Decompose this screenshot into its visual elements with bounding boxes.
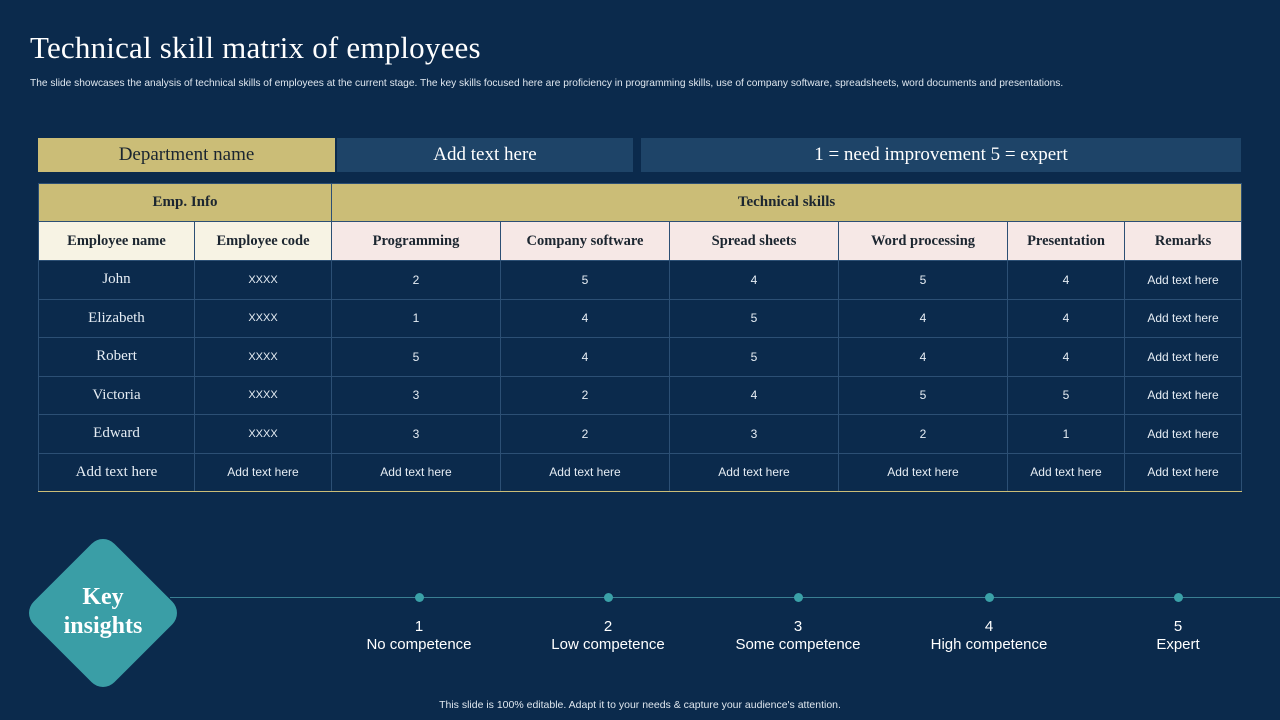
scale-label: High competence: [930, 636, 1048, 653]
page-subtitle: The slide showcases the analysis of tech…: [30, 78, 1064, 89]
remarks-cell[interactable]: Add text here: [1123, 414, 1243, 454]
employee-name-cell[interactable]: Victoria: [38, 375, 195, 415]
scale-label: Some competence: [735, 636, 861, 653]
company-software-cell[interactable]: 4: [500, 298, 670, 338]
programming-cell[interactable]: 2: [331, 260, 501, 300]
remarks-cell[interactable]: Add text here: [1123, 375, 1243, 415]
scale-dot-icon: [984, 593, 994, 602]
presentation-cell[interactable]: 4: [1007, 337, 1125, 377]
scale-dot-icon: [793, 593, 803, 602]
company-software-cell[interactable]: 2: [500, 375, 670, 415]
rating-scale-box: 1 = need improvement 5 = expert: [641, 138, 1241, 172]
scale-number: 3: [793, 618, 803, 635]
spread-sheets-cell[interactable]: 3: [669, 414, 839, 454]
key-insights-label: Key insights: [38, 583, 168, 641]
employee-code-cell[interactable]: XXXX: [194, 375, 332, 415]
company-software-cell[interactable]: Add text here: [500, 452, 670, 492]
table-row: Edward XXXX 3 2 3 2 1 Add text here: [38, 414, 1243, 454]
remarks-cell[interactable]: Add text here: [1123, 298, 1243, 338]
scale-dot-icon: [1173, 593, 1183, 602]
scale-label: Expert: [1156, 636, 1200, 653]
employee-code-cell[interactable]: XXXX: [194, 414, 332, 454]
scale-label: No competence: [366, 636, 472, 653]
spread-sheets-cell[interactable]: 4: [669, 260, 839, 300]
department-name-box[interactable]: Department name: [38, 138, 335, 172]
employee-name-cell[interactable]: Add text here: [38, 452, 195, 492]
company-software-cell[interactable]: 4: [500, 337, 670, 377]
page-title: Technical skill matrix of employees: [30, 30, 481, 65]
programming-cell[interactable]: Add text here: [331, 452, 501, 492]
scale-label: Low competence: [551, 636, 665, 653]
spread-sheets-cell[interactable]: 4: [669, 375, 839, 415]
scale-point-1: 1 No competence: [339, 593, 499, 654]
word-processing-cell[interactable]: 4: [838, 298, 1008, 338]
employee-code-cell[interactable]: XXXX: [194, 298, 332, 338]
column-header-word-processing: Word processing: [838, 221, 1008, 261]
add-text-box[interactable]: Add text here: [337, 138, 633, 172]
programming-cell[interactable]: 5: [331, 337, 501, 377]
group-header-emp-info: Emp. Info: [38, 183, 332, 222]
footer-note: This slide is 100% editable. Adapt it to…: [439, 699, 841, 711]
employee-name-cell[interactable]: John: [38, 260, 195, 300]
remarks-cell[interactable]: Add text here: [1123, 337, 1243, 377]
group-header-technical-skills: Technical skills: [330, 183, 1243, 222]
scale-dot-icon: [414, 593, 424, 602]
company-software-cell[interactable]: 5: [500, 260, 670, 300]
column-header-programming: Programming: [331, 221, 501, 261]
employee-name-cell[interactable]: Elizabeth: [38, 298, 195, 338]
word-processing-cell[interactable]: 4: [838, 337, 1008, 377]
programming-cell[interactable]: 3: [331, 375, 501, 415]
scale-number: 4: [984, 618, 994, 635]
scale-number: 5: [1173, 618, 1183, 635]
key-insights-line1: Key: [82, 584, 124, 610]
company-software-cell[interactable]: 2: [500, 414, 670, 454]
presentation-cell[interactable]: 5: [1007, 375, 1125, 415]
column-header-presentation: Presentation: [1007, 221, 1125, 261]
presentation-cell[interactable]: 4: [1007, 298, 1125, 338]
employee-code-cell[interactable]: XXXX: [194, 260, 332, 300]
employee-code-cell[interactable]: XXXX: [194, 337, 332, 377]
column-header-employee-code: Employee code: [194, 221, 332, 261]
column-header-spread-sheets: Spread sheets: [669, 221, 839, 261]
spread-sheets-cell[interactable]: 5: [669, 298, 839, 338]
remarks-cell[interactable]: Add text here: [1123, 452, 1243, 492]
employee-code-cell[interactable]: Add text here: [194, 452, 332, 492]
remarks-cell[interactable]: Add text here: [1123, 260, 1243, 300]
scale-point-2: 2 Low competence: [528, 593, 688, 654]
skill-matrix-table: Emp. Info Technical skills Employee name…: [38, 183, 1243, 492]
word-processing-cell[interactable]: 2: [838, 414, 1008, 454]
scale-dot-icon: [603, 593, 613, 602]
column-header-company-software: Company software: [500, 221, 670, 261]
word-processing-cell[interactable]: 5: [838, 260, 1008, 300]
word-processing-cell[interactable]: Add text here: [838, 452, 1008, 492]
table-row: Add text here Add text here Add text her…: [38, 452, 1243, 492]
programming-cell[interactable]: 3: [331, 414, 501, 454]
table-row: Victoria XXXX 3 2 4 5 5 Add text here: [38, 375, 1243, 415]
presentation-cell[interactable]: 4: [1007, 260, 1125, 300]
word-processing-cell[interactable]: 5: [838, 375, 1008, 415]
presentation-cell[interactable]: 1: [1007, 414, 1125, 454]
column-header-remarks: Remarks: [1123, 221, 1243, 261]
scale-point-5: 5 Expert: [1098, 593, 1258, 654]
competence-scale-line: [170, 597, 1280, 598]
key-insights-line2: insights: [63, 613, 143, 639]
programming-cell[interactable]: 1: [331, 298, 501, 338]
presentation-cell[interactable]: Add text here: [1007, 452, 1125, 492]
spread-sheets-cell[interactable]: Add text here: [669, 452, 839, 492]
employee-name-cell[interactable]: Robert: [38, 337, 195, 377]
scale-number: 2: [603, 618, 613, 635]
spread-sheets-cell[interactable]: 5: [669, 337, 839, 377]
table-row: Elizabeth XXXX 1 4 5 4 4 Add text here: [38, 298, 1243, 338]
table-row: John XXXX 2 5 4 5 4 Add text here: [38, 260, 1243, 300]
table-row: Robert XXXX 5 4 5 4 4 Add text here: [38, 337, 1243, 377]
scale-point-4: 4 High competence: [909, 593, 1069, 654]
scale-point-3: 3 Some competence: [718, 593, 878, 654]
employee-name-cell[interactable]: Edward: [38, 414, 195, 454]
scale-number: 1: [414, 618, 424, 635]
column-header-employee-name: Employee name: [38, 221, 195, 261]
